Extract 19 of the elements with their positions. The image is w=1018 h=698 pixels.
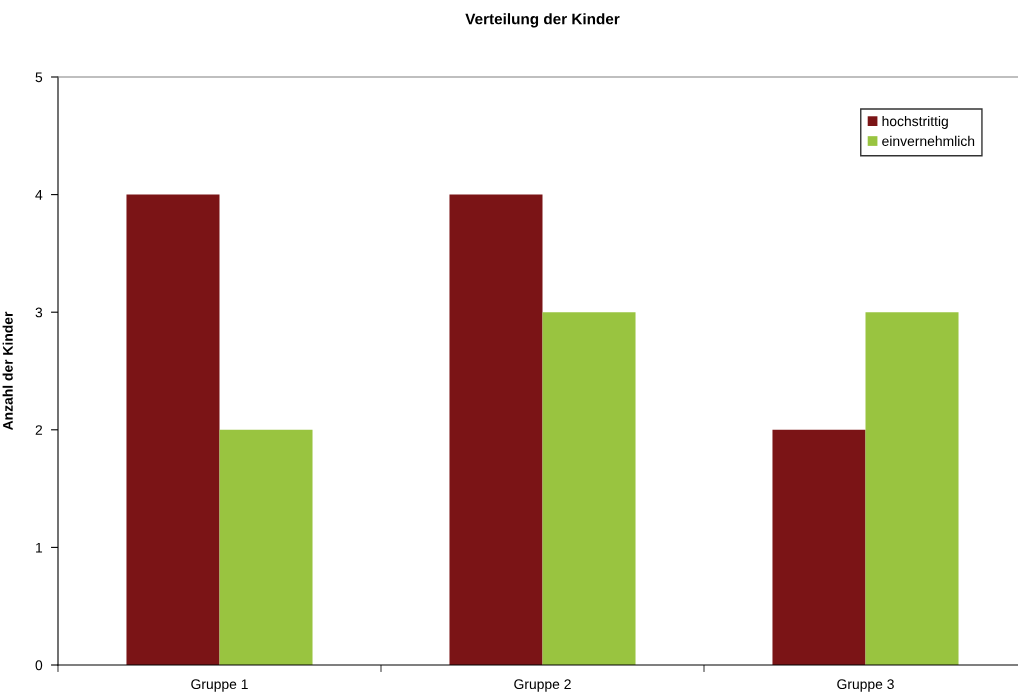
bar <box>772 429 866 665</box>
bar <box>126 194 220 665</box>
legend-label: einvernehmlich <box>882 135 975 147</box>
x-tick-label: Gruppe 2 <box>514 679 571 692</box>
y-tick-label: 5 <box>35 72 43 83</box>
bar <box>449 194 543 665</box>
bar <box>219 429 313 665</box>
y-tick-label: 1 <box>36 542 43 553</box>
legend-label: hochstrittig <box>882 115 948 129</box>
y-tick-label: 3 <box>35 307 43 318</box>
bar <box>542 312 636 665</box>
x-tick-label: Gruppe 3 <box>837 679 894 692</box>
y-axis-title: Anzahl der Kinder <box>2 311 13 431</box>
y-tick-label: 0 <box>35 660 43 671</box>
bar <box>865 312 959 665</box>
chart-title: Verteilung der Kinder <box>465 13 620 28</box>
y-tick-label: 2 <box>35 425 43 435</box>
y-tick-label: 4 <box>35 190 43 200</box>
x-tick-label: Gruppe 1 <box>191 679 248 692</box>
